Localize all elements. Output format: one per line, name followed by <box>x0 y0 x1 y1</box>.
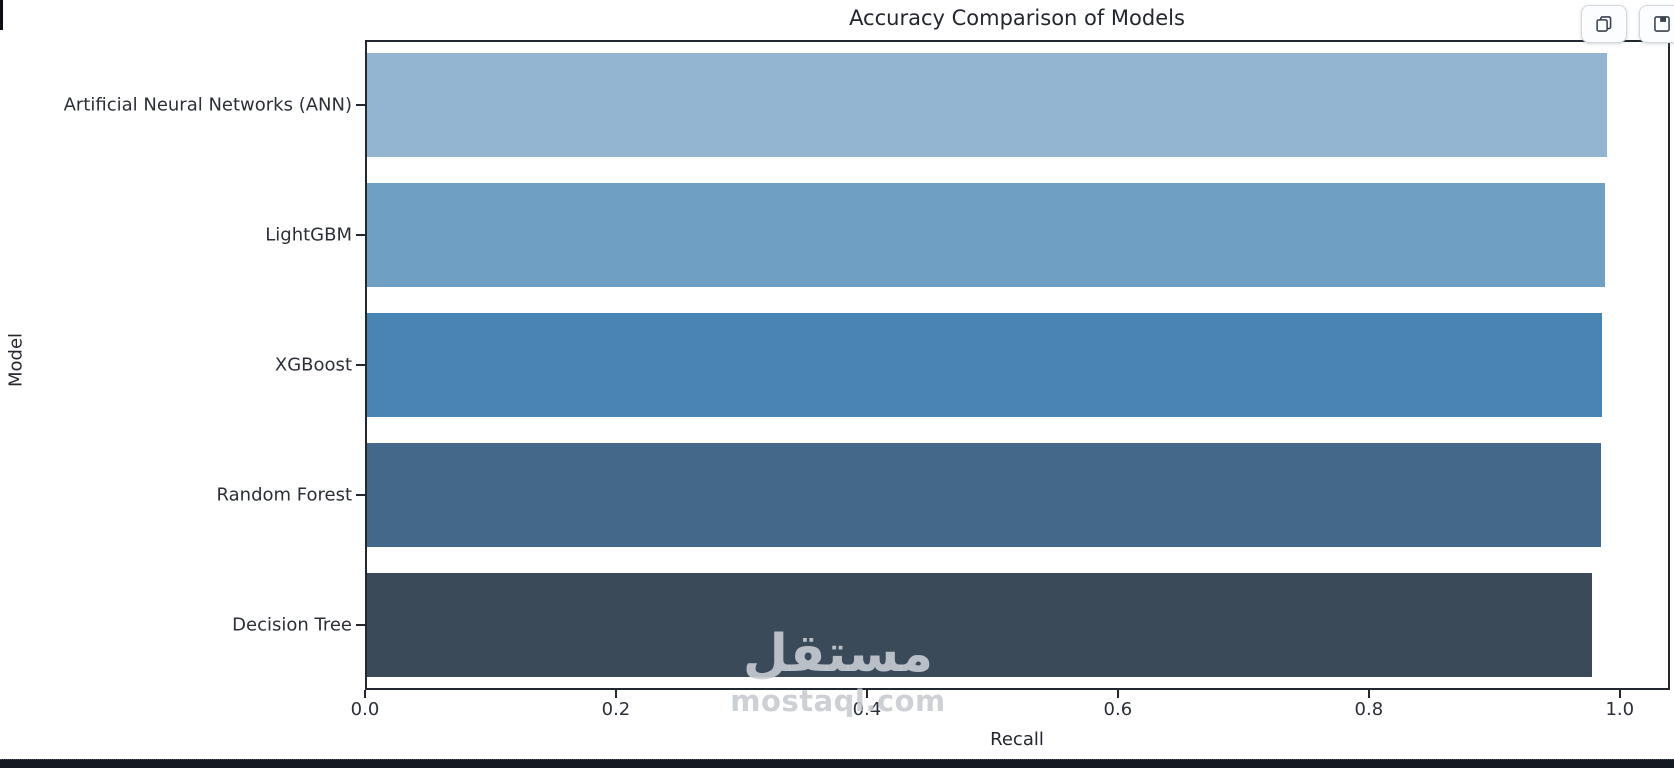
bar <box>365 53 1608 157</box>
bar <box>365 443 1601 547</box>
output-toolbar <box>1581 5 1674 43</box>
x-tick-mark <box>364 690 366 698</box>
x-tick-label: 0.8 <box>1354 699 1384 720</box>
y-tick-label: LightGBM <box>265 224 352 246</box>
copy-button[interactable] <box>1581 5 1627 43</box>
x-axis-label: Recall <box>990 729 1044 750</box>
y-tick-label: XGBoost <box>274 354 352 376</box>
save-button[interactable] <box>1639 5 1674 43</box>
bar <box>365 183 1605 287</box>
save-icon <box>1651 13 1673 35</box>
left-edge-mark <box>0 0 3 30</box>
x-tick-mark <box>865 690 868 698</box>
bar <box>365 313 1603 417</box>
x-tick-mark <box>1618 690 1621 698</box>
chart-title: Accuracy Comparison of Models <box>849 6 1185 30</box>
x-tick-label: 0.2 <box>601 699 631 720</box>
bottom-edge-bar <box>0 759 1674 768</box>
y-tick-label: Decision Tree <box>232 614 352 636</box>
x-tick-label: 0.4 <box>852 699 882 720</box>
bar <box>365 573 1593 677</box>
plot-area <box>365 40 1670 690</box>
x-tick-label: 1.0 <box>1605 699 1635 720</box>
x-tick-mark <box>1367 690 1370 698</box>
y-tick-label: Random Forest <box>216 484 352 506</box>
y-tick-mark <box>356 104 365 106</box>
y-tick-mark <box>356 494 365 496</box>
x-tick-label: 0.6 <box>1103 699 1133 720</box>
x-tick-label: 0.0 <box>350 699 380 720</box>
y-tick-mark <box>356 624 365 626</box>
y-tick-label: Artificial Neural Networks (ANN) <box>63 94 352 116</box>
x-tick-mark <box>614 690 617 698</box>
x-tick-mark <box>1116 690 1119 698</box>
y-tick-mark <box>356 234 365 236</box>
copy-icon <box>1593 13 1615 35</box>
y-axis-label: Model <box>5 332 27 388</box>
y-tick-mark <box>356 364 365 366</box>
